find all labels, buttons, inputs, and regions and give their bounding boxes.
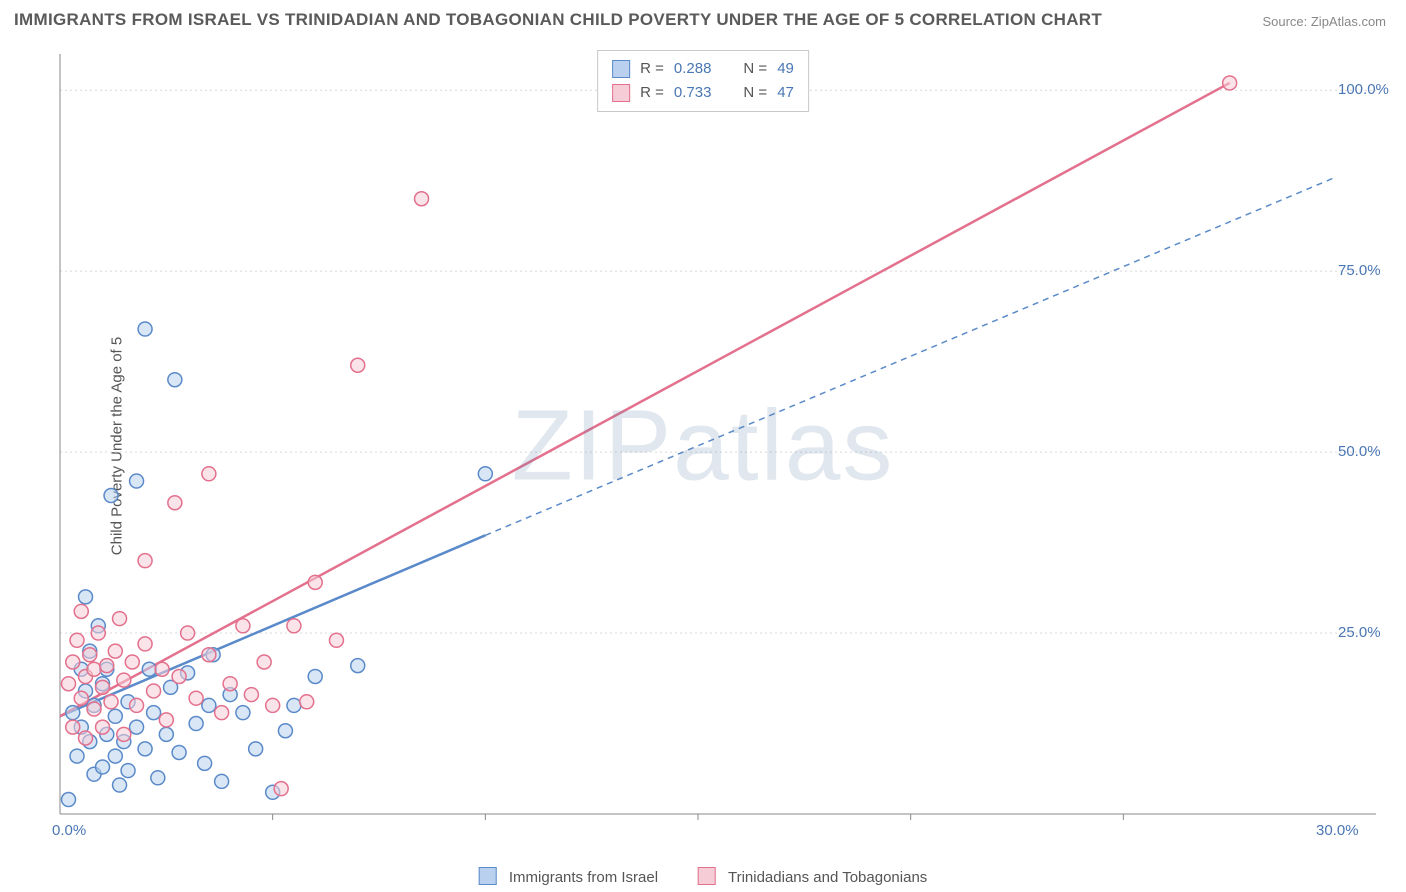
y-axis-tick-label: 50.0%: [1338, 443, 1381, 460]
legend-item: Immigrants from Israel: [479, 867, 658, 886]
legend-item: Trinidadians and Tobagonians: [698, 867, 927, 886]
y-axis-tick-label: 25.0%: [1338, 624, 1381, 641]
n-value: 49: [777, 57, 794, 81]
n-label: N =: [743, 81, 767, 105]
correlation-legend: R = 0.288 N = 49 R = 0.733 N = 47: [597, 50, 809, 112]
y-axis-tick-label: 100.0%: [1338, 81, 1389, 98]
legend-row: R = 0.733 N = 47: [612, 81, 794, 105]
series-swatch-icon: [479, 867, 497, 885]
series-legend: Immigrants from Israel Trinidadians and …: [479, 867, 928, 886]
n-label: N =: [743, 57, 767, 81]
x-axis-tick-label: 0.0%: [52, 822, 86, 839]
r-value: 0.733: [674, 81, 712, 105]
source-attribution: Source: ZipAtlas.com: [1262, 14, 1386, 29]
n-value: 47: [777, 81, 794, 105]
series-swatch-icon: [698, 867, 716, 885]
chart-title: IMMIGRANTS FROM ISRAEL VS TRINIDADIAN AN…: [14, 10, 1102, 30]
r-label: R =: [640, 81, 664, 105]
r-label: R =: [640, 57, 664, 81]
legend-row: R = 0.288 N = 49: [612, 57, 794, 81]
y-axis-tick-label: 75.0%: [1338, 262, 1381, 279]
series-swatch-icon: [612, 60, 630, 78]
legend-label: Immigrants from Israel: [509, 869, 658, 886]
legend-label: Trinidadians and Tobagonians: [728, 869, 927, 886]
r-value: 0.288: [674, 57, 712, 81]
series-swatch-icon: [612, 84, 630, 102]
correlation-scatter-chart: [50, 44, 1386, 844]
x-axis-tick-label: 30.0%: [1316, 822, 1359, 839]
